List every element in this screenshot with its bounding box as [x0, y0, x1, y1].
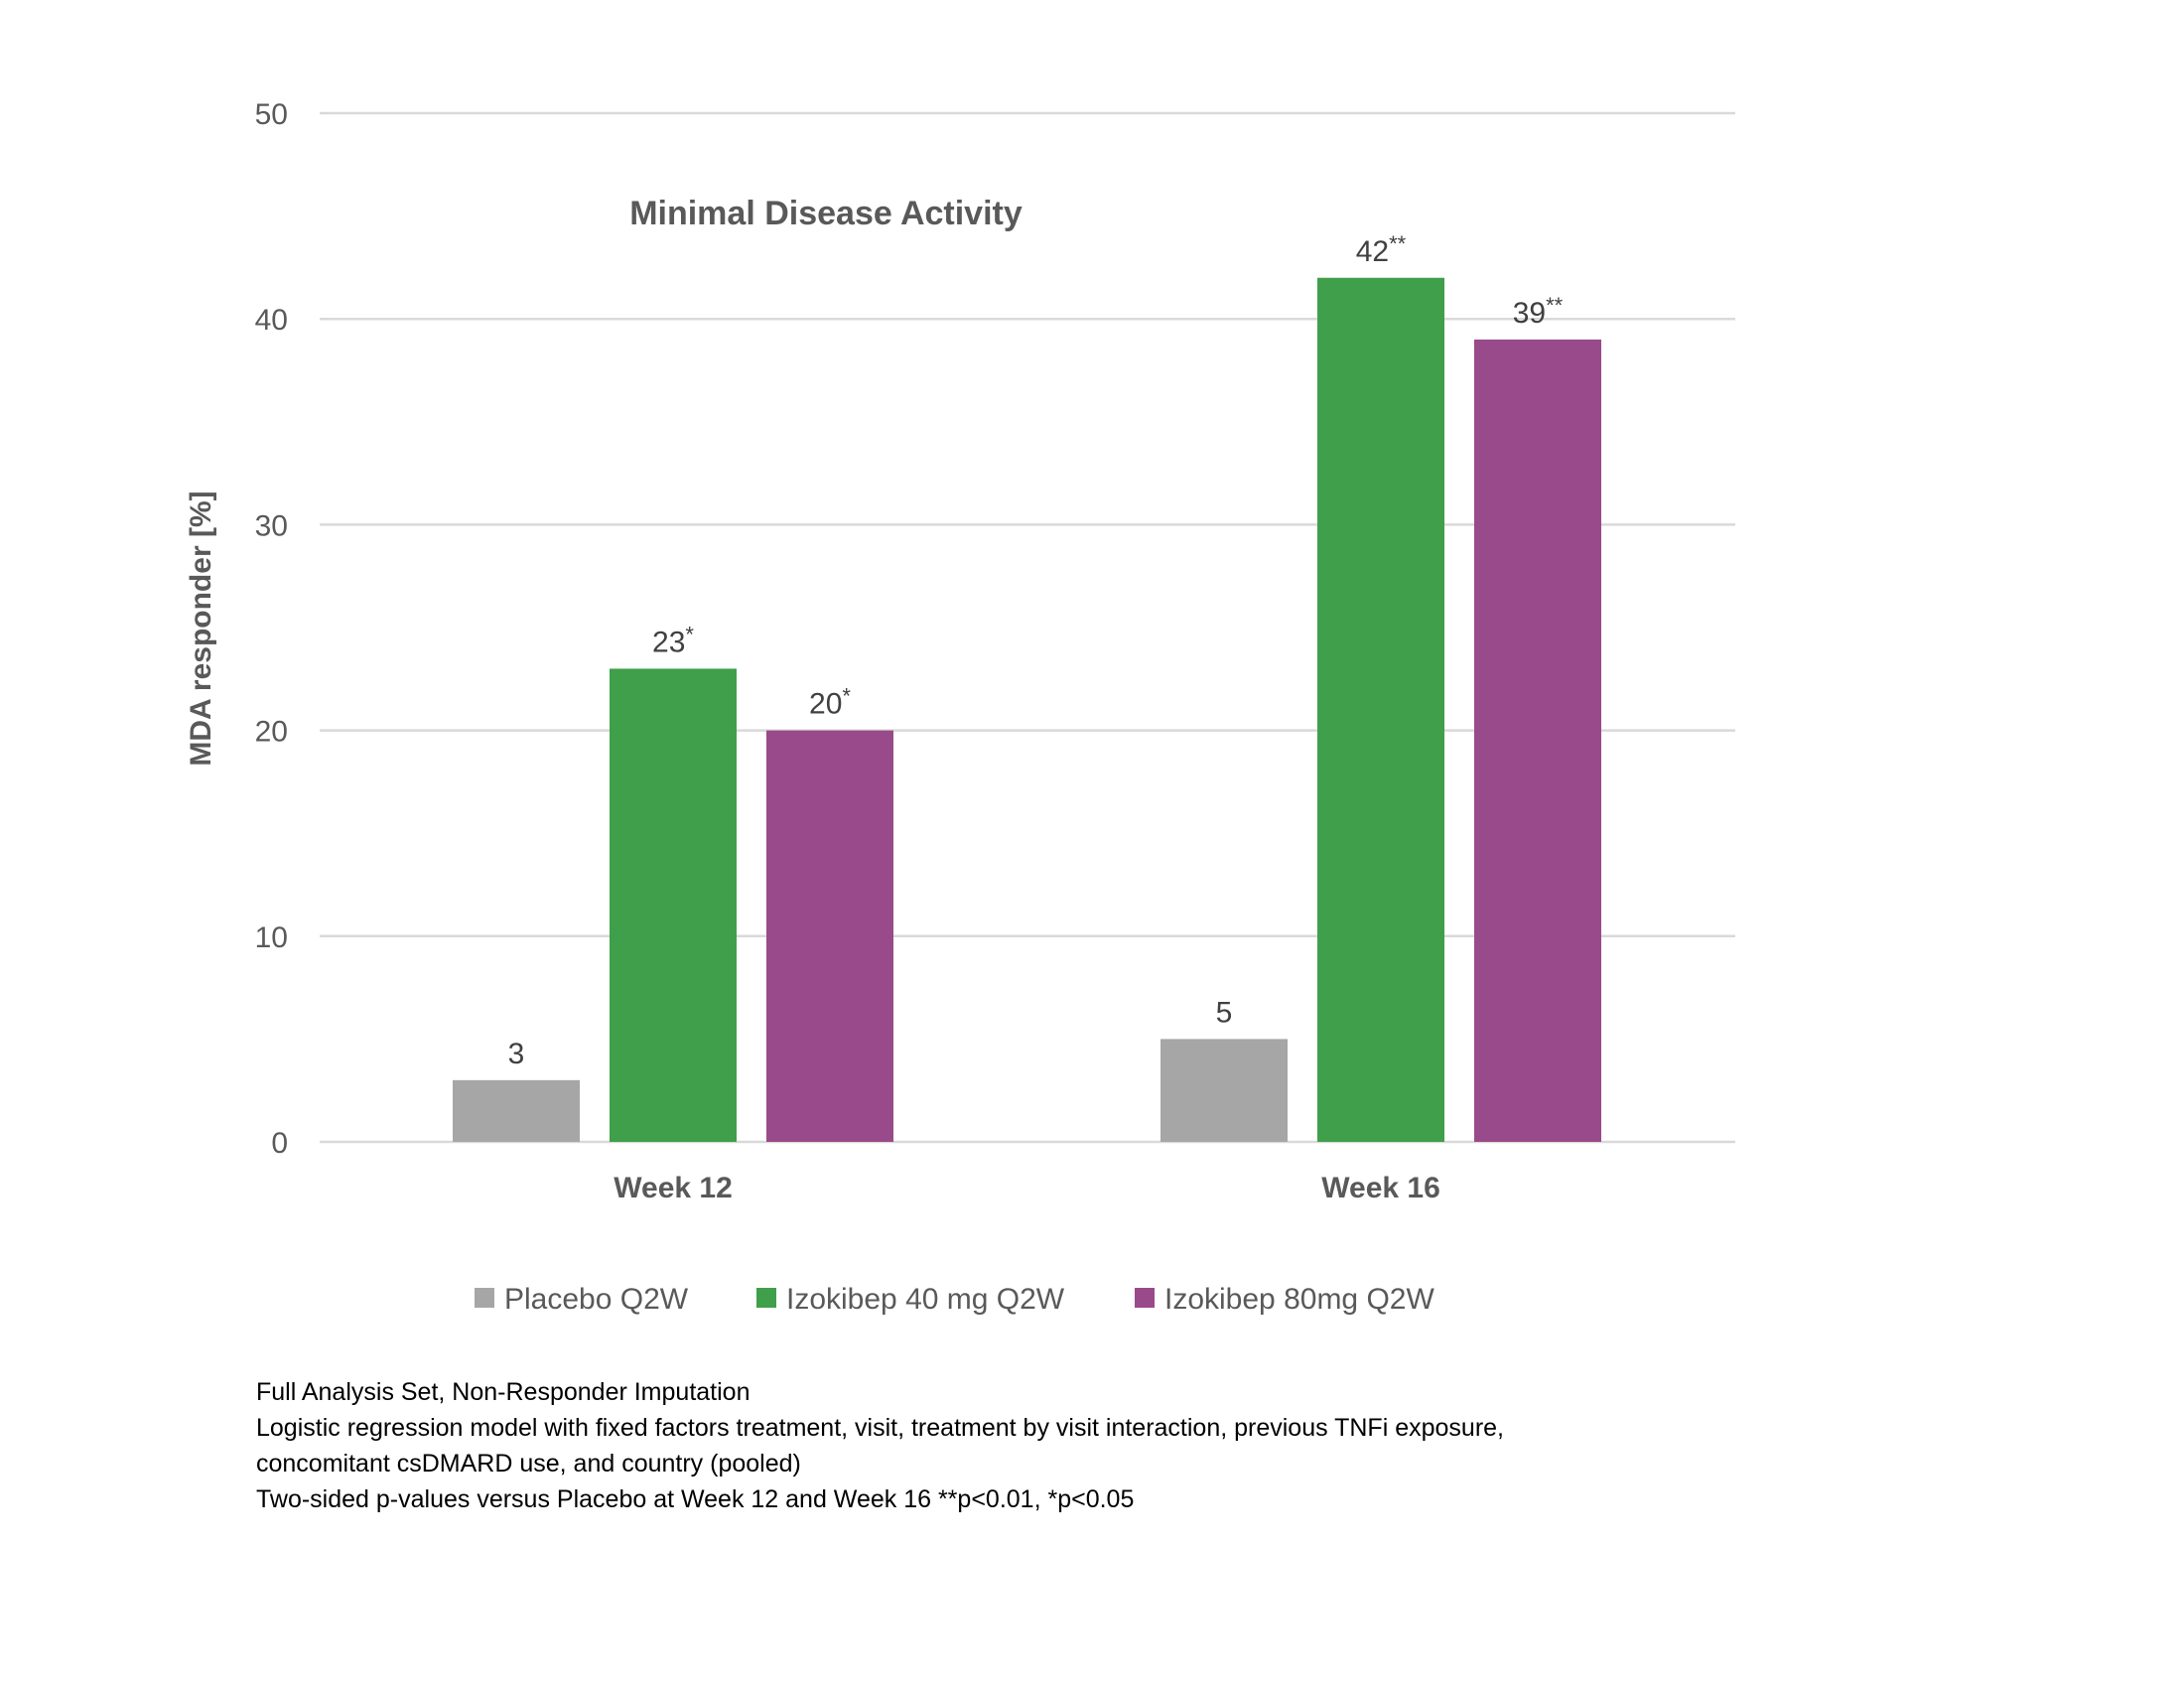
legend-swatch [1135, 1288, 1155, 1308]
y-tick-label: 40 [255, 304, 288, 337]
legend-swatch [756, 1288, 776, 1308]
bars [453, 277, 1601, 1142]
bar [766, 730, 893, 1142]
x-category-label: Week 12 [614, 1172, 733, 1204]
footnote-line: Logistic regression model with fixed fac… [256, 1414, 1504, 1442]
legend-item: Izokibep 40 mg Q2W [756, 1283, 1065, 1316]
y-tick-label: 10 [255, 921, 288, 954]
chart-title: Minimal Disease Activity [629, 195, 1023, 232]
legend-label: Izokibep 40 mg Q2W [786, 1283, 1065, 1316]
y-axis-ticks: 0 10 20 30 40 50 [255, 98, 288, 1160]
x-axis-categories: Week 12 Week 16 [614, 1172, 1440, 1204]
legend-item: Placebo Q2W [475, 1283, 689, 1316]
footnote-line: concomitant csDMARD use, and country (po… [256, 1450, 801, 1477]
legend-label: Izokibep 80mg Q2W [1164, 1283, 1434, 1316]
footnote-line: Two-sided p-values versus Placebo at Wee… [256, 1485, 1135, 1513]
y-tick-label: 50 [255, 98, 288, 131]
bar [1317, 277, 1444, 1142]
bar [1474, 339, 1601, 1142]
bar [1160, 1039, 1288, 1142]
legend-item: Izokibep 80mg Q2W [1135, 1283, 1434, 1316]
data-label: 20* [809, 684, 851, 721]
bar [610, 668, 737, 1142]
data-labels: 3 5 23* 42** 20* 39** [508, 231, 1564, 1070]
data-label: 23* [652, 622, 694, 658]
data-label: 5 [1216, 996, 1233, 1029]
footnote-line: Full Analysis Set, Non-Responder Imputat… [256, 1378, 751, 1406]
y-axis-title: MDA responder [%] [185, 491, 217, 766]
y-tick-label: 30 [255, 509, 288, 542]
bar [453, 1079, 580, 1142]
legend-label: Placebo Q2W [504, 1283, 689, 1316]
y-tick-label: 20 [255, 716, 288, 749]
y-tick-label: 0 [271, 1127, 288, 1160]
legend-swatch [475, 1288, 494, 1308]
x-category-label: Week 16 [1321, 1172, 1440, 1204]
legend: Placebo Q2W Izokibep 40 mg Q2W Izokibep 80… [475, 1283, 1434, 1316]
data-label: 3 [508, 1038, 525, 1070]
footnotes: Full Analysis Set, Non-Responder Imputat… [256, 1374, 1745, 1517]
data-label: 39** [1513, 293, 1564, 330]
data-label: 42** [1356, 231, 1407, 268]
